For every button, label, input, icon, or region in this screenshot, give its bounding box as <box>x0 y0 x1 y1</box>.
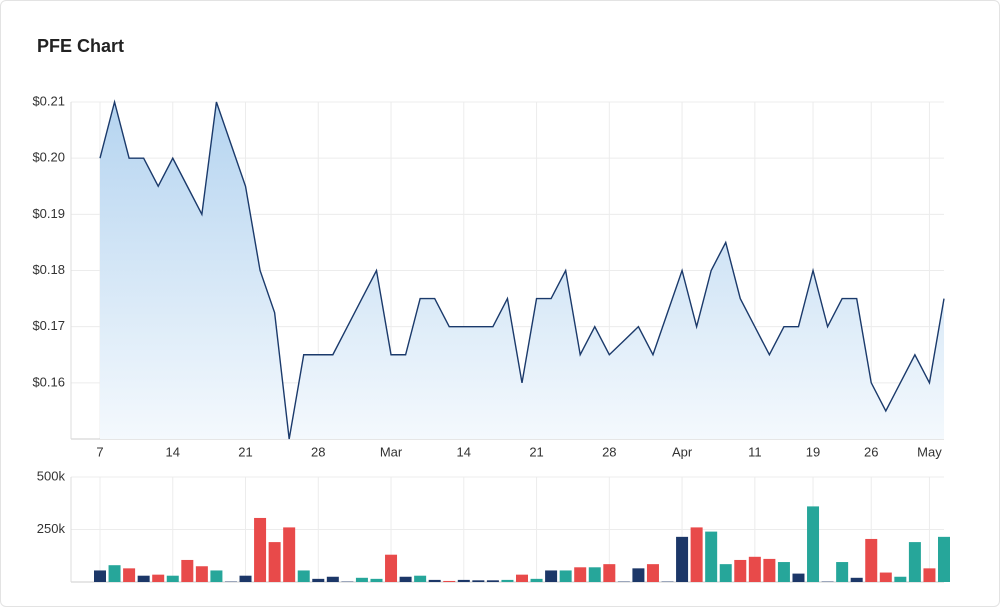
volume-bar <box>720 564 732 582</box>
volume-bar <box>414 576 426 582</box>
y-tick-label: $0.17 <box>32 318 65 333</box>
y-tick-label: $0.18 <box>32 262 65 277</box>
y-tick-label: 500k <box>37 468 66 483</box>
volume-bar <box>123 568 135 582</box>
volume-bar <box>167 576 179 582</box>
x-tick-label: 28 <box>311 444 325 459</box>
volume-bar <box>734 560 746 582</box>
volume-bar <box>603 564 615 582</box>
volume-bar <box>560 570 572 582</box>
volume-bar <box>312 579 324 582</box>
x-tick-label: 14 <box>166 444 180 459</box>
y-tick-label: $0.21 <box>32 93 65 108</box>
volume-bar <box>269 542 281 582</box>
volume-bar <box>676 537 688 582</box>
x-tick-label: 26 <box>864 444 878 459</box>
volume-bar <box>283 527 295 582</box>
x-tick-label: Mar <box>380 444 403 459</box>
volume-bar <box>443 581 455 582</box>
volume-bar <box>196 566 208 582</box>
volume-bar <box>109 565 121 582</box>
volume-bar <box>181 560 193 582</box>
x-tick-label: Apr <box>672 444 693 459</box>
volume-bar <box>909 542 921 582</box>
volume-bar <box>531 579 543 582</box>
volume-bar <box>589 567 601 582</box>
volume-bar <box>254 518 266 582</box>
x-tick-label: 21 <box>529 444 543 459</box>
chart-title: PFE Chart <box>37 36 124 56</box>
y-tick-label: $0.16 <box>32 374 65 389</box>
volume-bar <box>574 567 586 582</box>
volume-bar <box>851 578 863 582</box>
volume-bar <box>632 568 644 582</box>
volume-bar <box>938 537 950 582</box>
volume-bar <box>647 564 659 582</box>
volume-bar <box>400 577 412 582</box>
x-tick-label: 21 <box>238 444 252 459</box>
volume-bar <box>691 527 703 582</box>
x-tick-label: 7 <box>96 444 103 459</box>
y-tick-label: $0.20 <box>32 150 65 165</box>
volume-bar <box>792 574 804 582</box>
volume-bar <box>429 580 441 582</box>
volume-bar <box>807 506 819 582</box>
volume-bar <box>327 577 339 582</box>
volume-bar <box>240 576 252 582</box>
volume-bar <box>94 570 106 582</box>
x-tick-label: 19 <box>806 444 820 459</box>
y-tick-label: $0.19 <box>32 206 65 221</box>
volume-bar <box>356 578 368 582</box>
x-tick-label: 14 <box>457 444 471 459</box>
volume-bar <box>516 575 528 582</box>
x-tick-label: 11 <box>748 444 762 459</box>
volume-bar <box>501 580 513 582</box>
volume-bar <box>138 576 150 582</box>
volume-bar <box>385 555 397 582</box>
volume-bar <box>749 557 761 582</box>
volume-bar <box>210 570 222 582</box>
volume-bar <box>705 532 717 582</box>
volume-bar <box>894 577 906 582</box>
volume-bar <box>865 539 877 582</box>
volume-bar <box>152 575 164 582</box>
x-tick-label: 28 <box>602 444 616 459</box>
volume-bar <box>836 562 848 582</box>
volume-bar <box>923 568 935 582</box>
y-tick-label: 250k <box>37 521 66 536</box>
volume-bar <box>545 570 557 582</box>
volume-bar <box>880 573 892 582</box>
x-tick-label: May <box>917 444 942 459</box>
volume-bar <box>763 559 775 582</box>
volume-bar <box>778 562 790 582</box>
volume-bar <box>298 570 310 582</box>
volume-bar <box>458 580 470 582</box>
volume-bar <box>472 580 484 582</box>
volume-bar <box>370 579 382 582</box>
volume-bar <box>487 580 499 582</box>
